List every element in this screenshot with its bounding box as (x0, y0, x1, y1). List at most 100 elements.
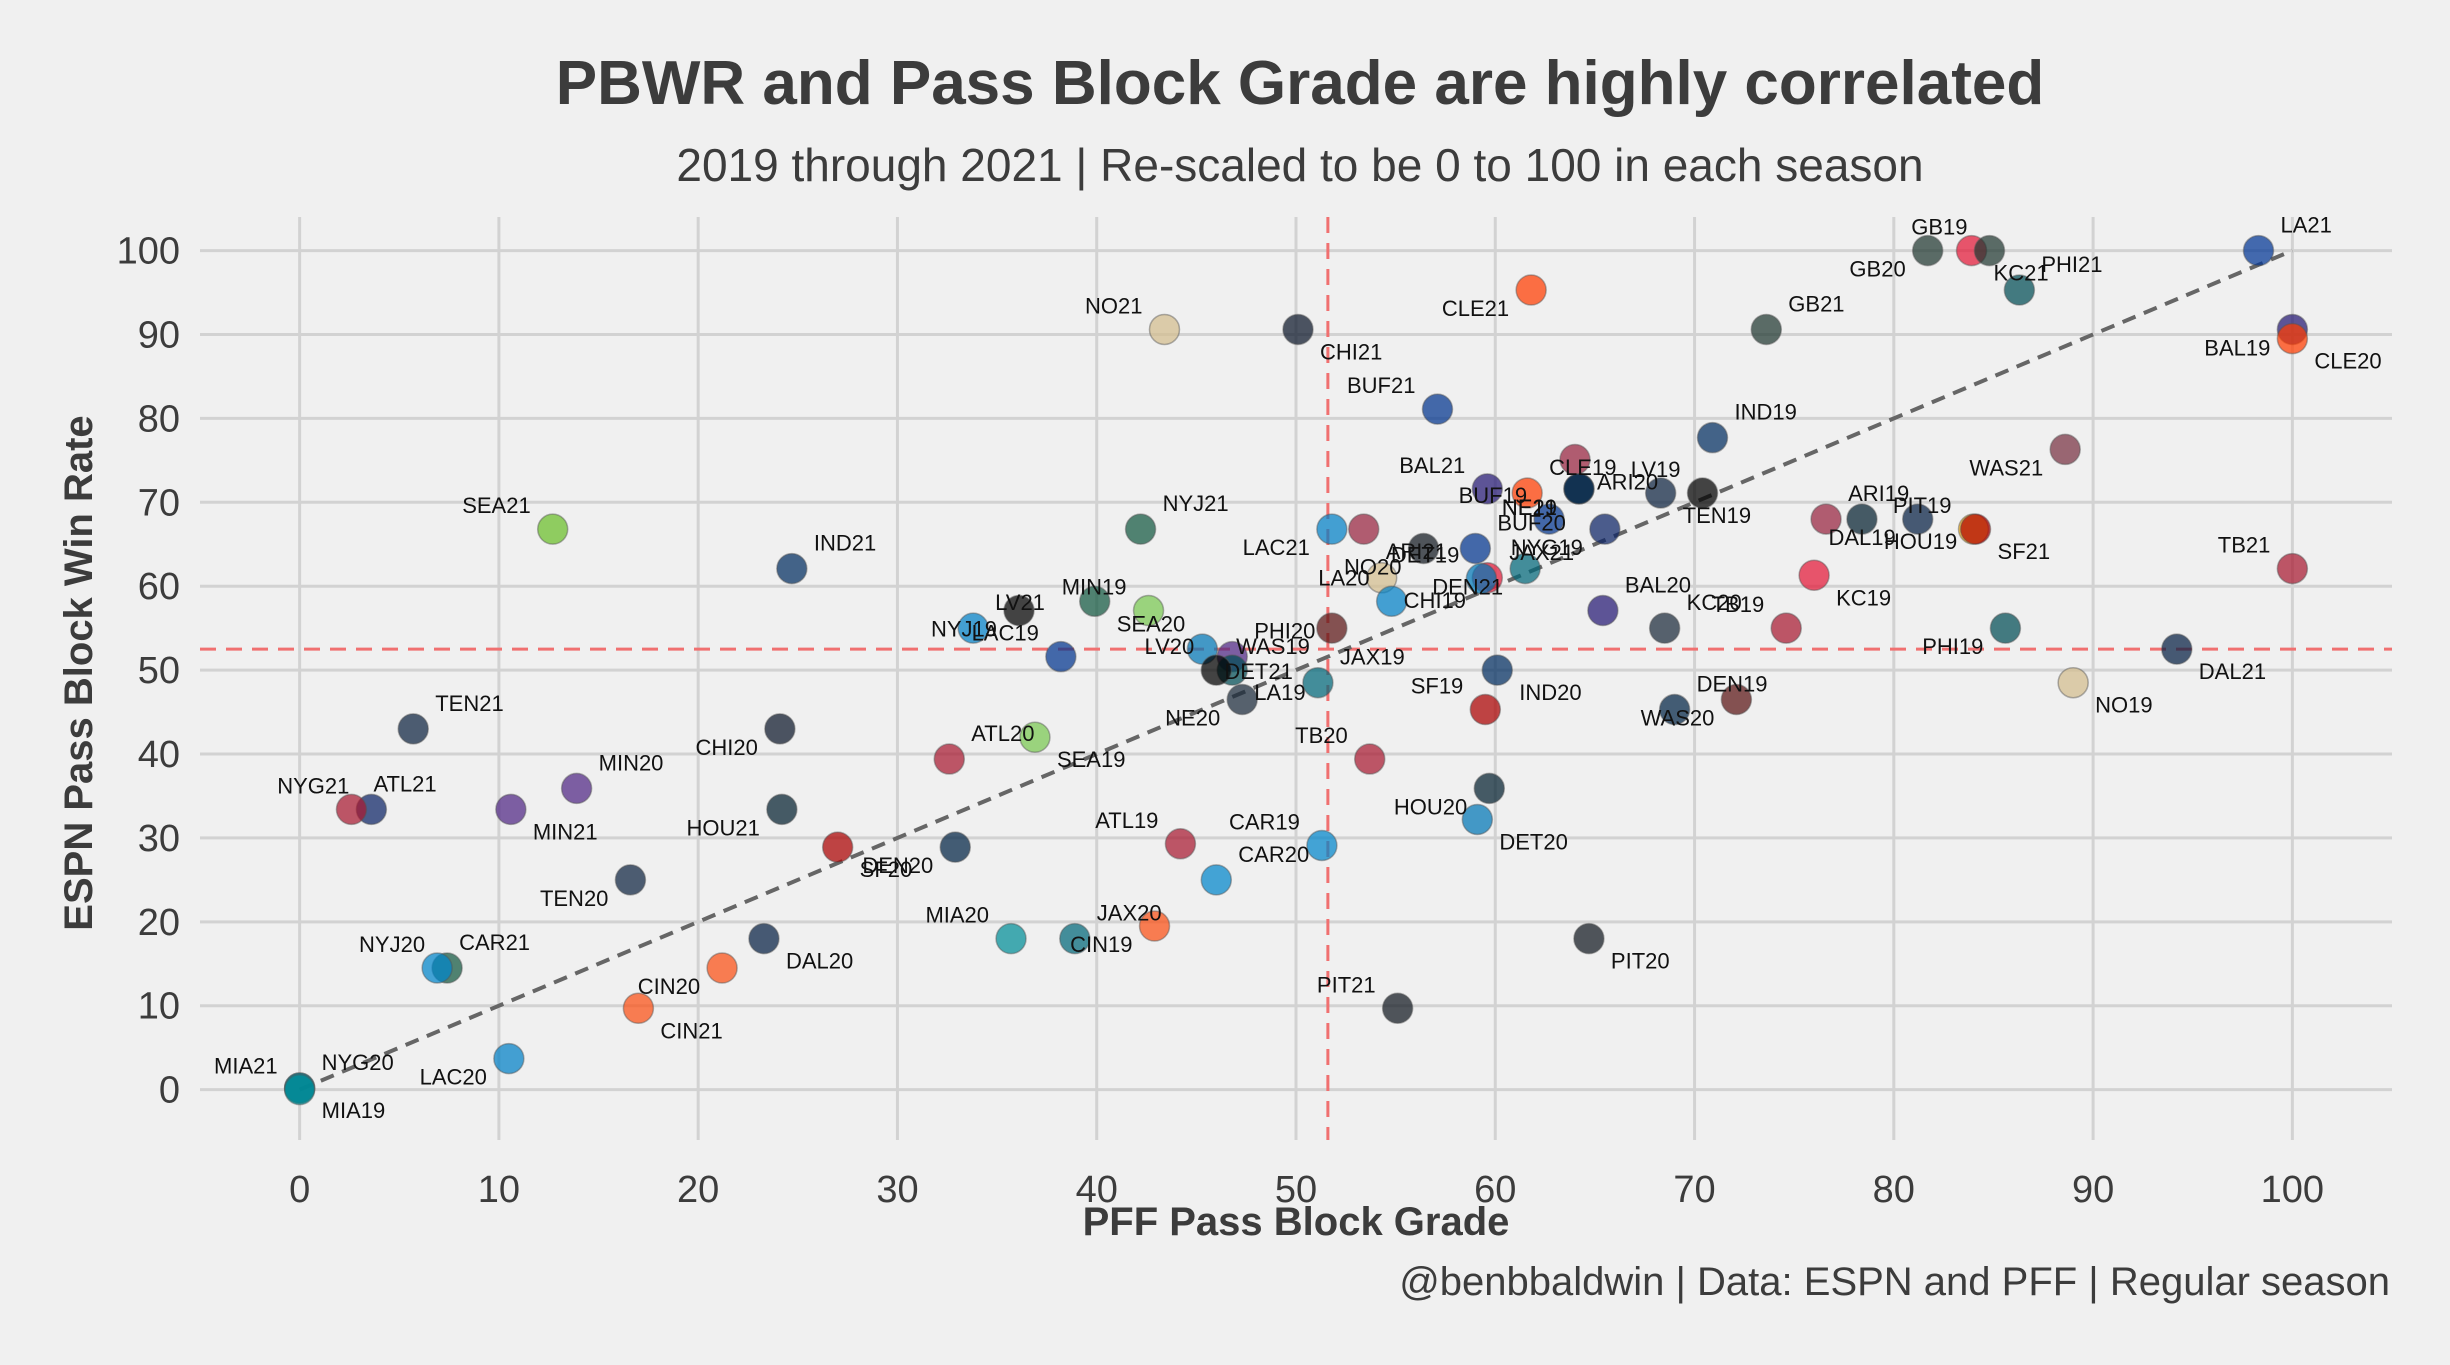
point-den20 (939, 831, 971, 863)
trend-line (298, 248, 2294, 1092)
label-atl20: ATL20 (971, 721, 1034, 746)
label-det19: DET19 (1391, 543, 1459, 568)
label-hou21: HOU21 (687, 815, 760, 840)
point-la21 (2242, 234, 2275, 267)
point-car19 (1306, 829, 1338, 862)
x-tick-label: 60 (1474, 1169, 1516, 1211)
label-min19: MIN19 (1062, 575, 1127, 600)
point-la20 (1375, 585, 1408, 618)
label-was19: WAS19 (1236, 634, 1310, 659)
axes: 0 10 20 30 40 50 60 70 80 90 100 0 10 20 30 40 50 60 70 80 9… (117, 231, 2324, 1211)
label-lv19: LV19 (1631, 457, 1681, 482)
point-atl19 (1164, 828, 1197, 860)
label-pit20: PIT20 (1611, 949, 1670, 974)
point-labels: LA21 GB20 KC21 GB19 PHI21 CLE21 CHI21 NO21 GB21 B… (214, 213, 2382, 1123)
label-car21: CAR21 (459, 930, 530, 955)
label-ne20: NE20 (1165, 705, 1220, 730)
label-tb19: TB19 (1712, 592, 1765, 617)
label-phi21: PHI21 (2041, 252, 2102, 277)
y-tick-label: 100 (117, 231, 180, 273)
point-cin19 (1138, 910, 1171, 942)
point-tb21 (2276, 552, 2309, 585)
point-was19 (1316, 612, 1348, 644)
point-hou19 (1846, 503, 1878, 535)
label-cin21: CIN21 (660, 1018, 722, 1043)
point-hou21 (766, 793, 798, 826)
x-tick-label: 10 (478, 1169, 520, 1211)
label-den21: DEN21 (1432, 575, 1503, 600)
point-ten19 (1644, 477, 1677, 509)
point-sea20 (1078, 585, 1111, 618)
label-cle19: CLE19 (1549, 455, 1616, 480)
point-nyg19 (1589, 513, 1621, 545)
point-no21 (1148, 313, 1181, 346)
label-bal20: BAL20 (1625, 573, 1691, 598)
point-buf19 (1533, 503, 1565, 535)
point-ari21 (1348, 513, 1380, 545)
point-det19 (1465, 562, 1498, 595)
label-kc21: KC21 (1994, 261, 2049, 286)
label-sf21: SF21 (1998, 539, 2051, 564)
point-min19 (1132, 594, 1165, 627)
label-was20: WAS20 (1641, 705, 1715, 730)
label-ind20: IND20 (1519, 680, 1581, 705)
label-nyj19: NYJ19 (931, 617, 997, 642)
point-ten21 (397, 713, 429, 745)
label-mia19: MIA19 (322, 1098, 386, 1123)
y-tick-label: 0 (159, 1070, 180, 1112)
label-pit19: PIT19 (1893, 493, 1952, 518)
label-cin20: CIN20 (638, 974, 700, 999)
label-sea20: SEA20 (1117, 611, 1186, 636)
label-la20: LA20 (1318, 565, 1369, 590)
chart-caption: @benbbaldwin | Data: ESPN and PFF | Regu… (1399, 1260, 2390, 1304)
point-lv19 (1686, 477, 1719, 509)
point-cle21 (1515, 274, 1547, 306)
x-tick-label: 100 (2261, 1169, 2324, 1211)
point-atl21 (335, 793, 368, 826)
label-buf20: BUF20 (1497, 510, 1565, 535)
label-ind19: IND19 (1734, 400, 1796, 425)
point-buf21 (1421, 393, 1454, 425)
point-phi21 (2003, 274, 2036, 306)
label-hou20: HOU20 (1394, 794, 1467, 819)
label-nyj21: NYJ21 (1163, 491, 1229, 516)
label-la19: LA19 (1254, 680, 1305, 705)
label-ari19: ARI19 (1848, 481, 1909, 506)
label-chi19: CHI19 (1404, 588, 1466, 613)
point-pit20 (1573, 922, 1605, 955)
label-chi21: CHI21 (1320, 339, 1382, 364)
point-lv21 (957, 612, 989, 644)
y-tick-label: 20 (138, 902, 180, 944)
point-no20 (1407, 532, 1440, 565)
point-jax19 (1302, 666, 1334, 699)
point-cin20 (706, 952, 738, 984)
label-sea21: SEA21 (462, 493, 531, 518)
label-no19: NO19 (2095, 693, 2152, 718)
point-lac19 (1045, 640, 1077, 673)
point-chi20 (764, 713, 796, 745)
point-dal19 (1901, 503, 1934, 535)
point-ind20 (1481, 654, 1514, 686)
label-ne19: NE19 (1502, 495, 1557, 520)
x-tick-label: 0 (289, 1169, 310, 1211)
label-hou19: HOU19 (1884, 529, 1957, 554)
label-car20: CAR20 (1238, 842, 1309, 867)
point-gb21 (1750, 313, 1783, 346)
label-nyg21: NYG21 (277, 773, 349, 798)
label-nyj20: NYJ20 (359, 932, 425, 957)
point-min20 (560, 772, 593, 805)
y-tick-label: 40 (138, 734, 180, 776)
point-sf19 (1469, 693, 1502, 726)
point-kc19 (1798, 559, 1830, 592)
point-car21 (421, 952, 453, 984)
y-tick-label: 80 (138, 398, 180, 440)
y-tick-label: 90 (138, 314, 180, 356)
point-ind21 (776, 552, 808, 585)
label-no21: NO21 (1085, 293, 1142, 318)
point-cin21 (622, 992, 655, 1025)
point-lac20 (493, 1042, 525, 1075)
label-gb21: GB21 (1788, 291, 1844, 316)
point-bal21 (1471, 473, 1504, 505)
label-pit21: PIT21 (1317, 972, 1376, 997)
label-bal19: BAL19 (2204, 335, 2270, 360)
